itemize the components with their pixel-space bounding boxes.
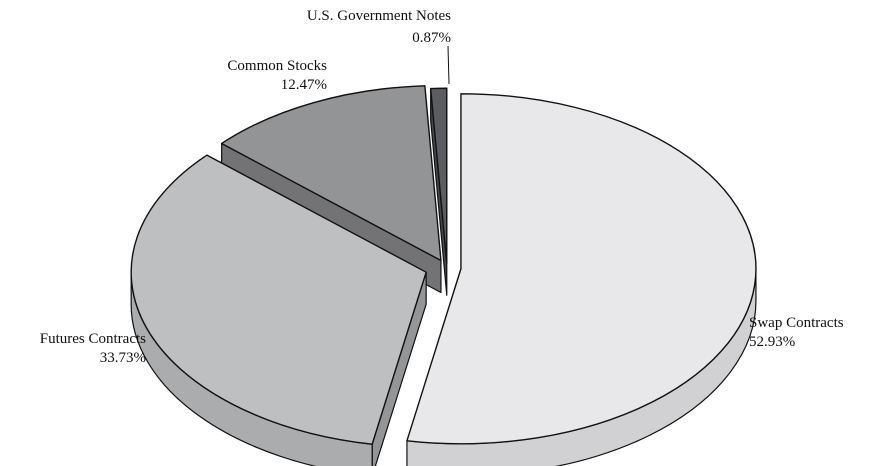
slice-top-futures-contracts [130, 154, 427, 445]
slice-top-u-s-government-notes [429, 87, 448, 264]
slice-value-us-government-notes: 0.87% [412, 30, 451, 46]
leader-line-us-government-notes [447, 45, 450, 85]
slice-value-common-stocks: 12.47% [281, 77, 327, 93]
slice-top-common-stocks [220, 85, 442, 262]
slice-label-common-stocks: Common Stocks [227, 58, 327, 74]
slice-label-futures-contracts: Futures Contracts [40, 331, 146, 347]
slice-value-swap-contracts: 52.93% [749, 334, 795, 350]
slice-swap-contracts [406, 93, 757, 466]
slice-u-s-government-notes [429, 87, 448, 296]
slice-label-swap-contracts: Swap Contracts [749, 315, 844, 331]
slice-top-swap-contracts [406, 93, 757, 445]
slice-label-us-government-notes: U.S. Government Notes [307, 8, 451, 24]
slice-futures-contracts [130, 154, 427, 466]
slice-value-futures-contracts: 33.73% [100, 350, 146, 366]
